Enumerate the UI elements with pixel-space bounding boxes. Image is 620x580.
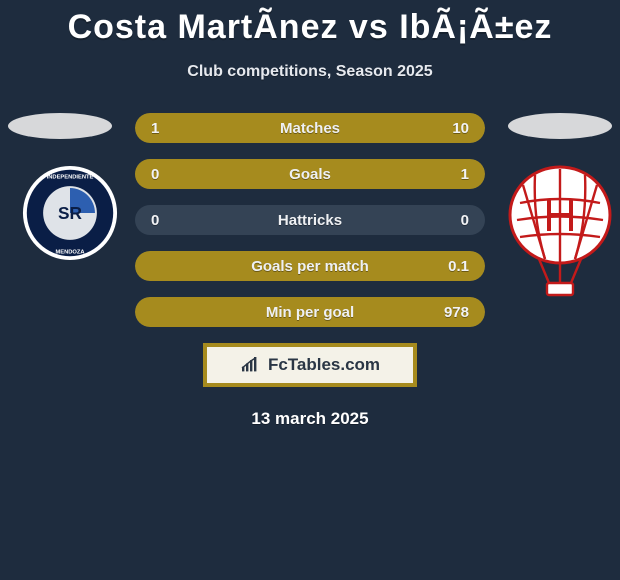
fctables-badge[interactable]: FcTables.com xyxy=(203,343,417,387)
stat-label: Matches xyxy=(181,120,439,137)
left-club-logo: SR INDEPENDIENTE MENDOZA xyxy=(22,165,118,261)
comparison-panel: SR INDEPENDIENTE MENDOZA xyxy=(0,113,620,429)
stat-value-left: 1 xyxy=(151,120,181,137)
right-shadow-ellipse xyxy=(508,113,612,139)
fctables-badge-text: FcTables.com xyxy=(268,355,380,375)
stat-value-right: 10 xyxy=(439,120,469,137)
stat-rows: 1 Matches 10 0 Goals 1 0 Hattricks 0 Goa… xyxy=(135,113,485,327)
left-shadow-ellipse xyxy=(8,113,112,139)
stat-row-min-per-goal: Min per goal 978 xyxy=(135,297,485,327)
stat-label: Goals per match xyxy=(181,258,439,275)
page-subtitle: Club competitions, Season 2025 xyxy=(0,63,620,81)
stat-row-goals: 0 Goals 1 xyxy=(135,159,485,189)
stat-value-right: 0.1 xyxy=(439,258,469,275)
stat-value-right: 1 xyxy=(439,166,469,183)
match-date: 13 march 2025 xyxy=(0,409,620,429)
page-title: Costa MartÃ­nez vs IbÃ¡Ã±ez xyxy=(0,0,620,47)
stat-row-goals-per-match: Goals per match 0.1 xyxy=(135,251,485,281)
svg-text:MENDOZA: MENDOZA xyxy=(55,249,84,255)
svg-text:INDEPENDIENTE: INDEPENDIENTE xyxy=(47,174,94,180)
stat-row-hattricks: 0 Hattricks 0 xyxy=(135,205,485,235)
right-club-logo xyxy=(504,165,616,299)
svg-text:SR: SR xyxy=(58,203,83,223)
stat-value-right: 978 xyxy=(439,304,469,321)
stat-row-matches: 1 Matches 10 xyxy=(135,113,485,143)
bar-chart-icon xyxy=(240,357,260,373)
stat-value-left: 0 xyxy=(151,166,181,183)
stat-value-left: 0 xyxy=(151,212,181,229)
stat-label: Hattricks xyxy=(181,212,439,229)
stat-value-right: 0 xyxy=(439,212,469,229)
stat-label: Min per goal xyxy=(181,304,439,321)
stat-label: Goals xyxy=(181,166,439,183)
